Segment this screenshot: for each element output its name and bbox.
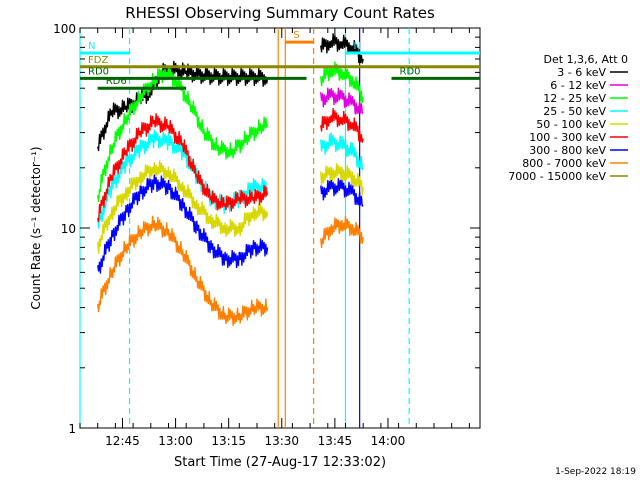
annotation-label: RD0 (88, 66, 109, 77)
legend-label: 7000 - 15000 keV (508, 170, 606, 183)
legend-label: 25 - 50 keV (543, 105, 606, 118)
x-tick-label: 13:00 (158, 434, 193, 448)
legend-label: 300 - 800 keV (529, 144, 606, 157)
series-line-4 (97, 129, 364, 229)
legend-label: 3 - 6 keV (557, 66, 606, 79)
x-tick-label: 13:15 (211, 434, 246, 448)
annotation-label: RD0 (400, 66, 421, 77)
legend-label: 6 - 12 keV (550, 79, 606, 92)
y-tick-label: 100 (53, 22, 76, 36)
x-axis-label: Start Time (27-Aug-17 12:33:02) (174, 455, 386, 470)
annotation-label: N (353, 41, 360, 52)
legend-label: 50 - 100 keV (536, 118, 606, 131)
x-tick-label: 12:45 (105, 434, 140, 448)
annotation-label: S (293, 30, 299, 41)
series-line-2 (320, 87, 364, 115)
legend-label: 100 - 300 keV (529, 131, 606, 144)
legend-label: 800 - 7000 keV (522, 157, 606, 170)
series-line-1 (97, 33, 364, 152)
x-tick-label: 13:30 (264, 434, 299, 448)
legend-label: 12 - 25 keV (543, 92, 606, 105)
y-tick-label: 1 (68, 422, 76, 436)
chart-title: RHESSI Observing Summary Count Rates (125, 4, 435, 22)
annotation-label: N (88, 41, 95, 52)
axes: 1 10 100 12:45 13:00 13:15 13:30 13:45 14:00 (53, 22, 480, 448)
annotation-label: FDZ (88, 55, 108, 66)
footer-timestamp: 1-Sep-2022 18:19 (555, 467, 636, 477)
series-line-8 (97, 215, 364, 326)
y-tick-label: 10 (61, 222, 76, 236)
series-line-6 (97, 108, 364, 222)
x-tick-label: 14:00 (371, 434, 406, 448)
y-axis-label: Count Rate (s⁻¹ detector⁻¹) (29, 146, 43, 309)
series-line-5 (97, 160, 364, 254)
series-line-7 (97, 174, 364, 274)
x-tick-label: 13:45 (318, 434, 353, 448)
annotation-label: RD6 (106, 76, 127, 87)
legend-header: Det 1,3,6, Att 0 (544, 53, 628, 66)
